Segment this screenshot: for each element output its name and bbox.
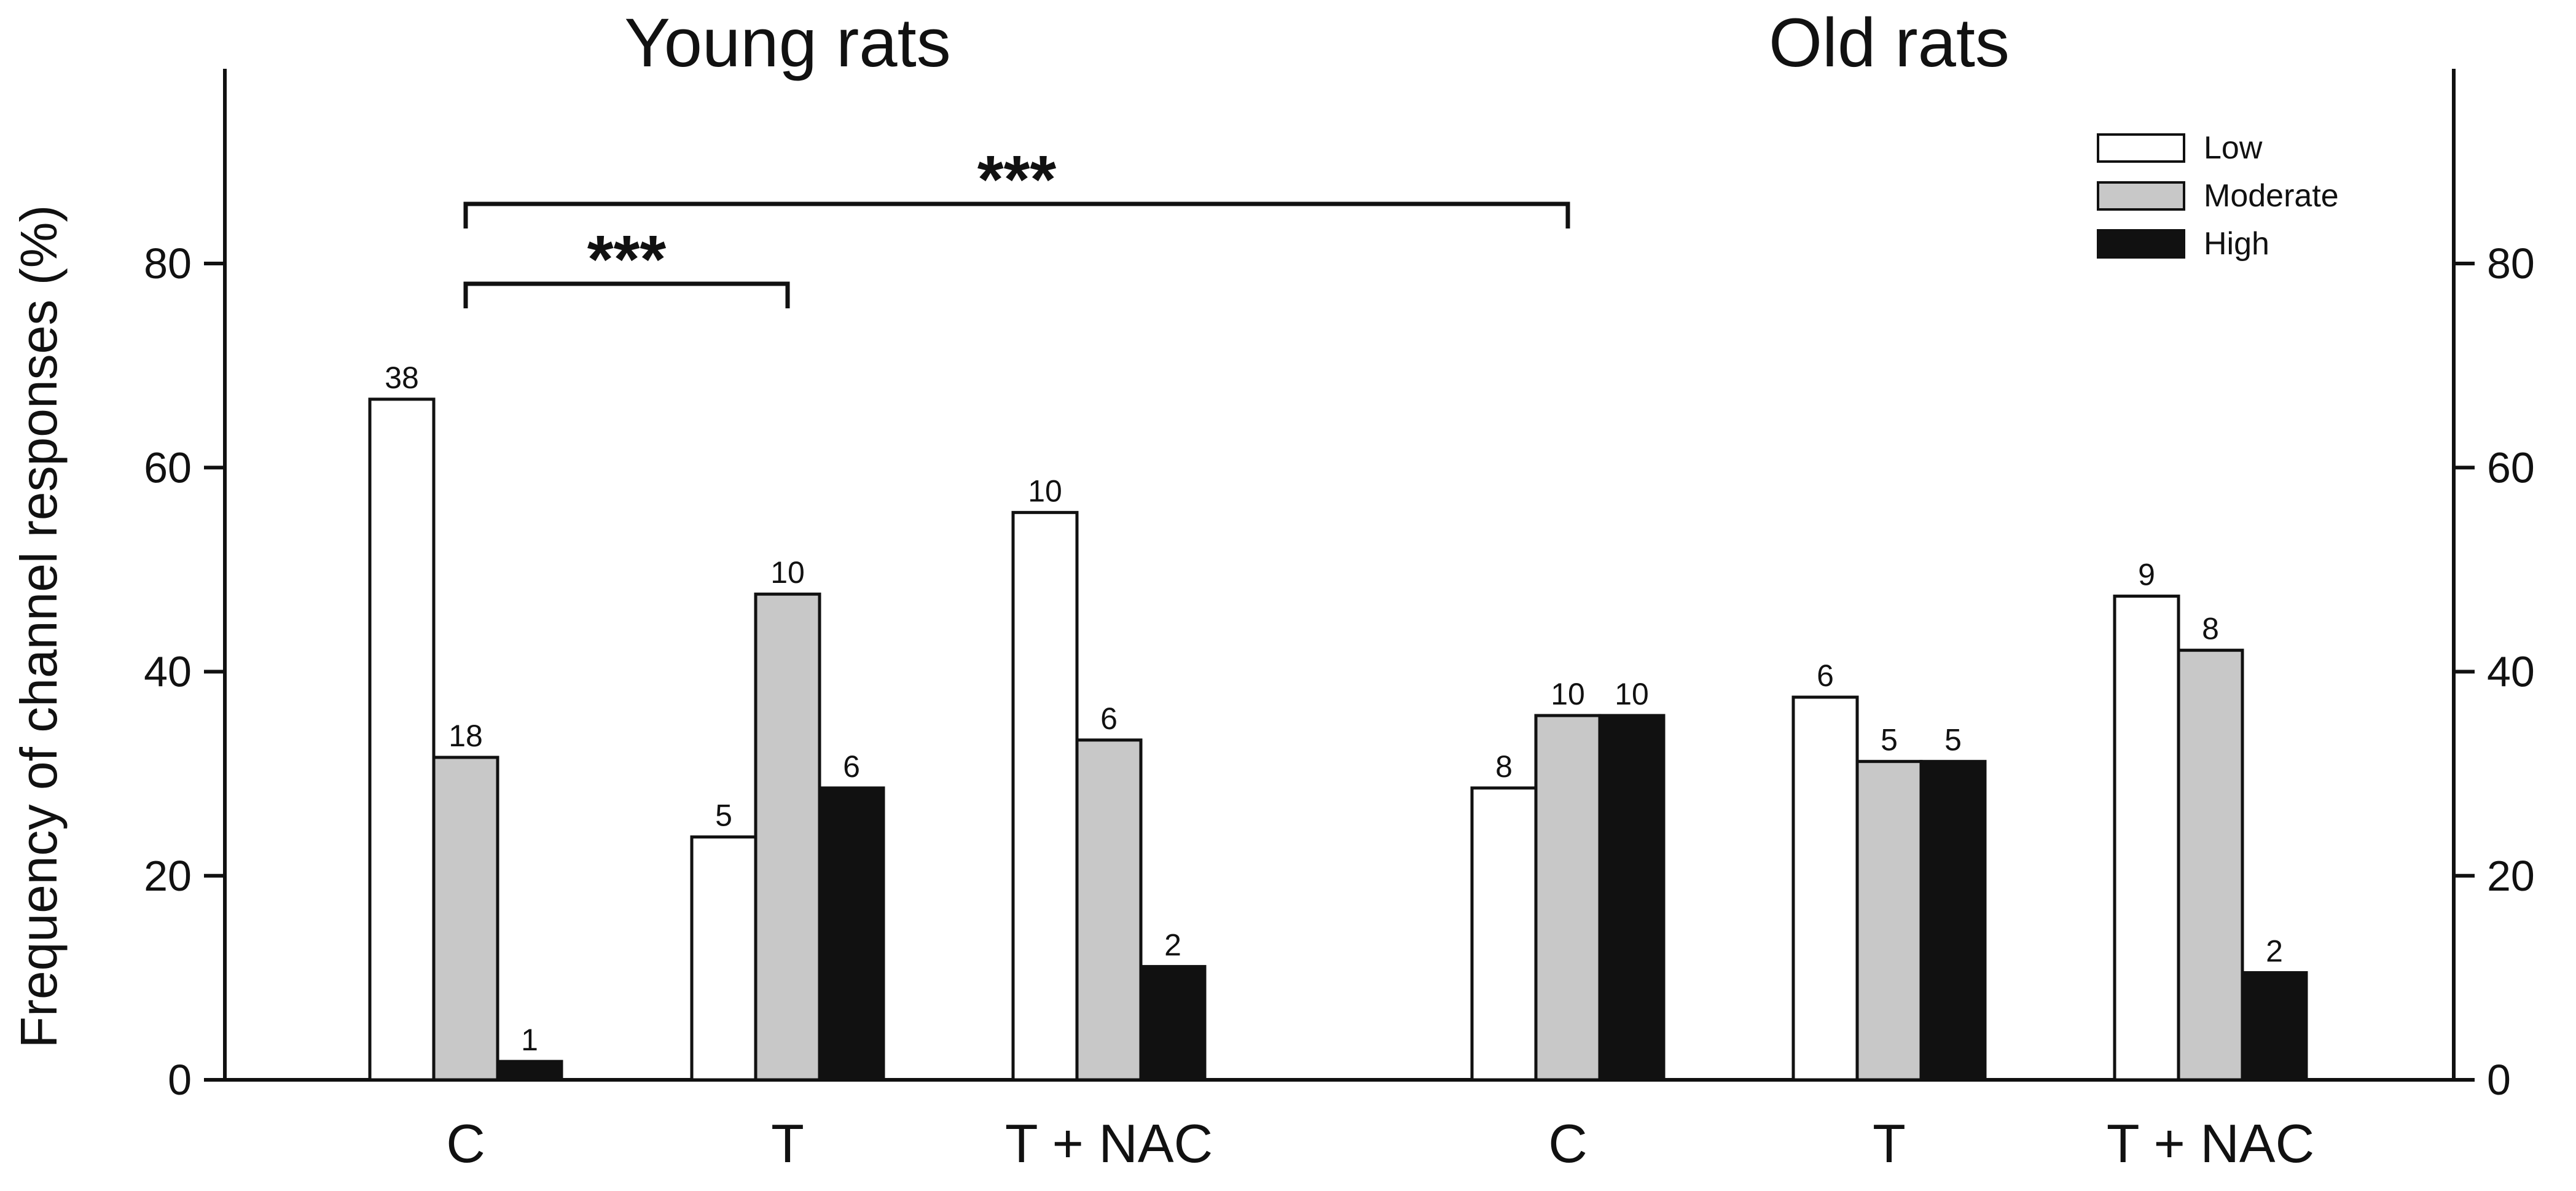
legend-swatch-low xyxy=(2097,133,2185,163)
bar-value-label: 10 xyxy=(1028,474,1062,508)
group-title: Old rats xyxy=(1769,4,2010,81)
bar-value-label: 5 xyxy=(1881,723,1898,757)
bar-high-4 xyxy=(1919,760,1987,1082)
bar-value-label: 10 xyxy=(1615,677,1649,711)
significance-bracket xyxy=(463,201,1570,228)
bar-value-label: 8 xyxy=(2202,612,2219,646)
legend-swatch-moderate xyxy=(2097,181,2185,211)
bar-high-2 xyxy=(1139,965,1207,1082)
bar-low-2 xyxy=(1011,510,1079,1082)
bar-labels: 38 5 10 8 6 9 18 10 6 10 5 8 1 6 2 10 5 2 xyxy=(385,361,2283,1057)
legend-label: Low xyxy=(2204,130,2263,166)
y-tick-label-left: 80 xyxy=(144,240,192,287)
bar-high-3 xyxy=(1598,714,1666,1082)
bar-value-label: 38 xyxy=(385,361,419,395)
legend-label: High xyxy=(2204,226,2269,262)
category-label: C xyxy=(446,1113,485,1174)
group-titles: Young rats Old rats xyxy=(624,4,2010,81)
y-tick-label-right: 20 xyxy=(2487,852,2535,900)
y-tick-label-right: 40 xyxy=(2487,648,2535,696)
bar-value-label: 18 xyxy=(448,719,483,753)
axes xyxy=(223,69,2456,1082)
group-title: Young rats xyxy=(624,4,950,81)
bar-high-1 xyxy=(818,786,885,1082)
significance-label: *** xyxy=(977,142,1057,217)
bar-high-0 xyxy=(496,1060,563,1082)
y-tick-label-left: 60 xyxy=(144,443,192,491)
bar-value-label: 6 xyxy=(843,749,860,784)
significance-bracket xyxy=(463,281,790,308)
bar-value-label: 2 xyxy=(1164,928,1181,963)
legend: Low Moderate High xyxy=(2097,130,2339,262)
category-label: T xyxy=(771,1113,804,1174)
y-axis-label: Frequency of channel responses (%) xyxy=(10,205,68,1048)
category-label: T xyxy=(1873,1113,1906,1174)
bar-value-label: 6 xyxy=(1100,701,1118,736)
bar-moderate-5 xyxy=(2177,649,2244,1082)
legend-label: Moderate xyxy=(2204,178,2339,214)
bar-value-label: 2 xyxy=(2266,934,2283,969)
category-label: T + NAC xyxy=(2107,1113,2314,1174)
bar-moderate-2 xyxy=(1075,738,1143,1082)
bar-low-4 xyxy=(1791,695,1859,1082)
bar-moderate-3 xyxy=(1534,714,1602,1082)
bar-low-3 xyxy=(1470,786,1538,1082)
category-label: C xyxy=(1548,1113,1587,1174)
y-tick-label-left: 20 xyxy=(144,852,192,900)
bars xyxy=(368,397,2308,1082)
bar-value-label: 1 xyxy=(521,1023,538,1057)
y-tick-label-left: 40 xyxy=(144,648,192,696)
bar-moderate-4 xyxy=(1855,760,1923,1082)
category-label: T + NAC xyxy=(1005,1113,1213,1174)
y-ticks: 0 0 20 20 40 40 60 60 80 80 xyxy=(144,240,2535,1104)
bar-value-label: 8 xyxy=(1495,749,1513,784)
y-tick-label-left: 0 xyxy=(168,1056,192,1104)
y-tick-label-right: 60 xyxy=(2487,443,2535,491)
bar-low-0 xyxy=(368,397,436,1082)
bar-value-label: 10 xyxy=(770,555,805,590)
category-labels: C T T + NAC C T T + NAC xyxy=(446,1113,2314,1174)
bar-value-label: 5 xyxy=(715,799,732,833)
bar-value-label: 10 xyxy=(1551,677,1585,711)
y-tick-label-right: 0 xyxy=(2487,1056,2511,1104)
significance-label: *** xyxy=(587,222,667,297)
bar-value-label: 9 xyxy=(2138,558,2155,592)
bar-moderate-0 xyxy=(432,756,499,1082)
bar-low-5 xyxy=(2113,595,2180,1082)
y-tick-label-right: 80 xyxy=(2487,240,2535,287)
bar-high-5 xyxy=(2241,971,2308,1082)
legend-swatch-high xyxy=(2097,229,2185,259)
significance-brackets: *** *** xyxy=(463,142,1570,308)
bar-value-label: 6 xyxy=(1817,658,1834,693)
bar-low-1 xyxy=(690,835,758,1082)
bar-value-label: 5 xyxy=(1944,723,1962,757)
bar-moderate-1 xyxy=(754,592,821,1082)
